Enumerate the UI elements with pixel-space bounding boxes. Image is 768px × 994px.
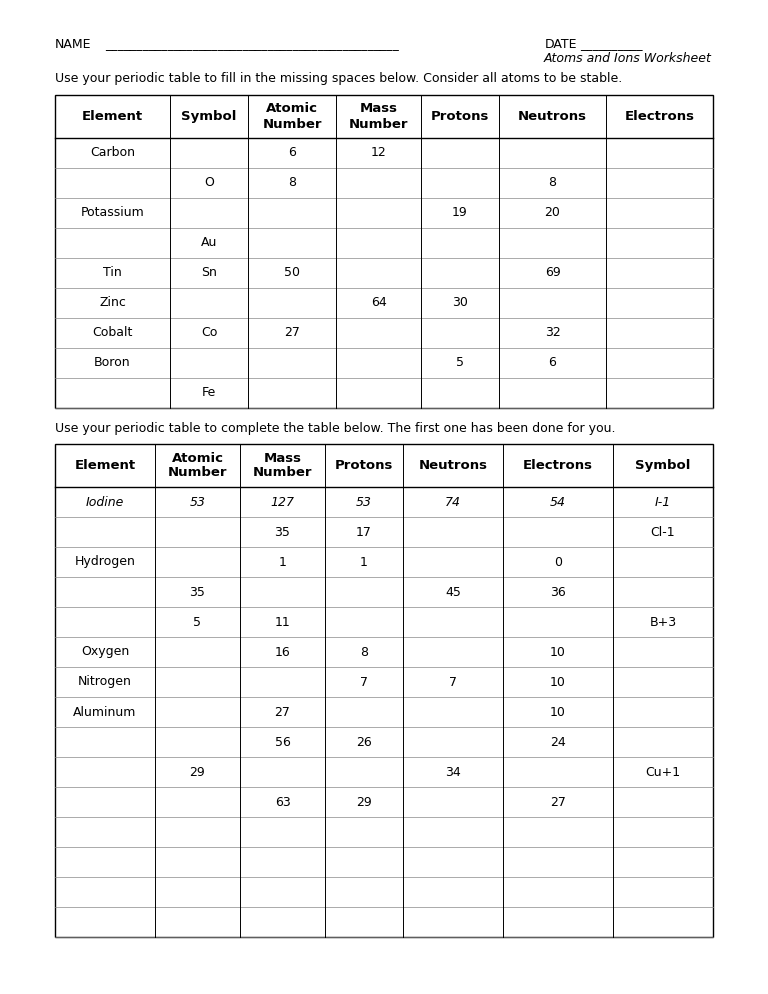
Text: Element: Element xyxy=(82,110,143,123)
Text: Mass
Number: Mass Number xyxy=(253,451,313,479)
Text: Oxygen: Oxygen xyxy=(81,645,129,658)
Text: Iodine: Iodine xyxy=(86,495,124,509)
Text: 74: 74 xyxy=(445,495,461,509)
Text: Protons: Protons xyxy=(431,110,489,123)
Text: Potassium: Potassium xyxy=(81,207,144,220)
Text: Atomic
Number: Atomic Number xyxy=(262,102,322,130)
Text: 32: 32 xyxy=(545,326,561,340)
Text: Symbol: Symbol xyxy=(181,110,237,123)
Text: 8: 8 xyxy=(548,177,557,190)
Text: 5: 5 xyxy=(456,357,464,370)
Text: 7: 7 xyxy=(360,676,368,689)
Text: Neutrons: Neutrons xyxy=(518,110,587,123)
Text: Au: Au xyxy=(200,237,217,249)
Text: 36: 36 xyxy=(550,585,566,598)
Text: Electrons: Electrons xyxy=(523,459,593,472)
Text: 69: 69 xyxy=(545,266,561,279)
Text: 7: 7 xyxy=(449,676,457,689)
Text: 29: 29 xyxy=(190,765,205,778)
Text: 1: 1 xyxy=(279,556,286,569)
Text: 6: 6 xyxy=(288,146,296,159)
Text: 20: 20 xyxy=(545,207,561,220)
Text: I-1: I-1 xyxy=(655,495,671,509)
Text: 24: 24 xyxy=(550,736,566,748)
Text: 19: 19 xyxy=(452,207,468,220)
Text: 12: 12 xyxy=(371,146,386,159)
Text: Mass
Number: Mass Number xyxy=(349,102,409,130)
Text: 0: 0 xyxy=(554,556,562,569)
Text: _______________________________________________: ________________________________________… xyxy=(105,38,399,51)
Text: Co: Co xyxy=(200,326,217,340)
Text: 54: 54 xyxy=(550,495,566,509)
Text: 64: 64 xyxy=(371,296,386,309)
Text: 30: 30 xyxy=(452,296,468,309)
Text: 63: 63 xyxy=(275,795,290,808)
Text: B+3: B+3 xyxy=(650,615,677,628)
Text: 1: 1 xyxy=(360,556,368,569)
Text: Carbon: Carbon xyxy=(90,146,135,159)
Text: 29: 29 xyxy=(356,795,372,808)
Text: Boron: Boron xyxy=(94,357,131,370)
Text: Cu+1: Cu+1 xyxy=(645,765,680,778)
Text: Symbol: Symbol xyxy=(635,459,690,472)
Text: Zinc: Zinc xyxy=(99,296,126,309)
Text: 127: 127 xyxy=(270,495,294,509)
Text: Sn: Sn xyxy=(201,266,217,279)
Text: 5: 5 xyxy=(194,615,201,628)
Text: 17: 17 xyxy=(356,526,372,539)
Text: Element: Element xyxy=(74,459,136,472)
Text: 53: 53 xyxy=(190,495,206,509)
Text: 11: 11 xyxy=(275,615,290,628)
Text: Neutrons: Neutrons xyxy=(419,459,488,472)
Text: 26: 26 xyxy=(356,736,372,748)
Text: 27: 27 xyxy=(550,795,566,808)
Text: Nitrogen: Nitrogen xyxy=(78,676,132,689)
Text: 53: 53 xyxy=(356,495,372,509)
Text: 34: 34 xyxy=(445,765,461,778)
Text: Use your periodic table to fill in the missing spaces below. Consider all atoms : Use your periodic table to fill in the m… xyxy=(55,72,622,85)
Bar xyxy=(55,444,713,937)
Text: Aluminum: Aluminum xyxy=(73,706,137,719)
Text: 10: 10 xyxy=(550,676,566,689)
Text: 27: 27 xyxy=(284,326,300,340)
Text: 10: 10 xyxy=(550,645,566,658)
Text: Electrons: Electrons xyxy=(624,110,694,123)
Text: Atoms and Ions Worksheet: Atoms and Ions Worksheet xyxy=(544,52,712,65)
Text: Tin: Tin xyxy=(103,266,122,279)
Text: Use your periodic table to complete the table below. The first one has been done: Use your periodic table to complete the … xyxy=(55,422,615,435)
Text: Hydrogen: Hydrogen xyxy=(74,556,135,569)
Text: Cl-1: Cl-1 xyxy=(650,526,675,539)
Text: 16: 16 xyxy=(275,645,290,658)
Text: 50: 50 xyxy=(284,266,300,279)
Text: 56: 56 xyxy=(275,736,290,748)
Text: DATE: DATE xyxy=(545,38,578,51)
Text: 8: 8 xyxy=(288,177,296,190)
Text: 35: 35 xyxy=(190,585,205,598)
Bar xyxy=(55,95,713,408)
Text: Fe: Fe xyxy=(202,387,216,400)
Text: Protons: Protons xyxy=(335,459,393,472)
Text: 10: 10 xyxy=(550,706,566,719)
Text: O: O xyxy=(204,177,214,190)
Text: __________: __________ xyxy=(580,38,643,51)
Text: Cobalt: Cobalt xyxy=(92,326,133,340)
Text: NAME: NAME xyxy=(55,38,91,51)
Text: 35: 35 xyxy=(275,526,290,539)
Text: 27: 27 xyxy=(275,706,290,719)
Text: 45: 45 xyxy=(445,585,461,598)
Text: 6: 6 xyxy=(548,357,557,370)
Text: Atomic
Number: Atomic Number xyxy=(167,451,227,479)
Text: 8: 8 xyxy=(360,645,368,658)
